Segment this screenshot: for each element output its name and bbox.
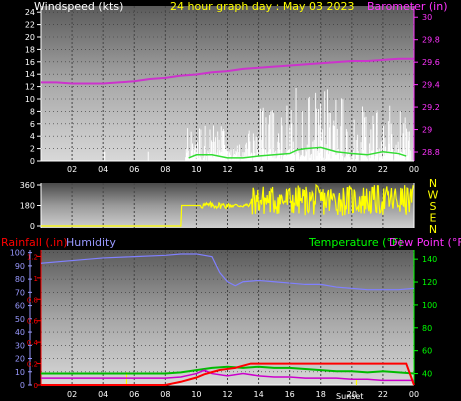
- wind-x-tick-label: 12: [222, 165, 232, 174]
- compass-letter: W: [428, 189, 439, 202]
- wind-y-tick-label: 6: [30, 120, 35, 129]
- wind_avg-line: [188, 146, 407, 159]
- compass-letter: E: [430, 212, 437, 225]
- baro-y-tick-label: 28.8: [422, 148, 440, 157]
- rain-y-tick-label: 0.6: [27, 318, 39, 326]
- humidity-y-tick-label: 40: [15, 328, 25, 337]
- temp-x-tick-label: 14: [253, 390, 263, 399]
- baro-y-tick-label: 29.8: [422, 36, 440, 45]
- wind-y-tick-label: 2: [30, 145, 35, 154]
- rain-y-tick-label: 0.2: [27, 361, 38, 369]
- rain-y-tick-label: 0.4: [27, 339, 39, 347]
- humidity-y-tick-label: 0: [20, 381, 25, 390]
- wind-x-tick-label: 08: [160, 165, 170, 174]
- rainfall-axis-title: Rainfall (.in): [1, 236, 68, 249]
- temp-y-tick-label: 40: [422, 370, 432, 379]
- temperature-line: [41, 365, 415, 375]
- dewpoint-line: [41, 369, 414, 382]
- wind-x-tick-label: 06: [129, 165, 139, 174]
- humidity-y-tick-label: 80: [15, 275, 25, 284]
- temp-x-tick-label: 00: [409, 390, 419, 399]
- temp-x-tick-label: 08: [160, 390, 170, 399]
- chart-title: 24 hour graph day : May 03 2023: [170, 0, 355, 13]
- temp-x-tick-label: 22: [378, 390, 388, 399]
- humidity-y-tick-label: 10: [15, 368, 25, 377]
- rain-y-tick-label: 0: [34, 382, 38, 390]
- temp-x-tick-label: 06: [129, 390, 139, 399]
- temp-y-tick-label: 120: [422, 278, 437, 287]
- dir-y-tick-label: 180: [20, 202, 35, 211]
- humidity-axis-title: Humidity: [66, 236, 116, 249]
- wind-x-tick-label: 14: [253, 165, 263, 174]
- dir-y-tick-label: 0: [30, 222, 35, 231]
- temp-x-tick-label: 16: [285, 390, 295, 399]
- wind-y-tick-label: 0: [30, 157, 35, 166]
- wind-y-tick-label: 8: [30, 107, 35, 116]
- humidity-y-tick-label: 20: [15, 355, 25, 364]
- wind-x-tick-label: 16: [285, 165, 295, 174]
- wind-y-tick-label: 24: [25, 8, 35, 17]
- baro-y-tick-label: 29: [422, 126, 432, 135]
- temp-x-tick-label: 20: [347, 390, 357, 399]
- rain-y-tick-label: 1: [34, 275, 38, 283]
- temp-x-tick-label: 04: [98, 390, 108, 399]
- humidity-y-tick-label: 50: [15, 315, 25, 324]
- humidity-y-tick-label: 70: [15, 288, 25, 297]
- humidity-line: [40, 253, 415, 291]
- direction-line: [41, 183, 414, 227]
- baro-y-tick-label: 29.6: [422, 58, 440, 67]
- wind-y-tick-label: 18: [25, 45, 35, 54]
- rain-line: [41, 362, 415, 386]
- humidity-y-tick-label: 90: [15, 262, 25, 271]
- compass-letter: N: [429, 223, 437, 236]
- baro-y-tick-label: 30: [422, 13, 432, 22]
- dir-y-tick-label: 360: [20, 181, 35, 190]
- wind-x-tick-label: 10: [191, 165, 201, 174]
- temp-y-tick-label: 60: [422, 347, 432, 356]
- wind-y-tick-label: 10: [25, 95, 35, 104]
- wind-y-tick-label: 22: [25, 21, 35, 30]
- temp-x-tick-label: 10: [191, 390, 201, 399]
- barometer-axis-title: Barometer (in): [367, 0, 448, 13]
- barometer-line: [41, 57, 414, 85]
- temp-y-tick-label: 100: [422, 301, 437, 310]
- temp-y-tick-label: 80: [422, 324, 432, 333]
- wind-y-tick-label: 20: [25, 33, 35, 42]
- temp-x-tick-label: 18: [316, 390, 326, 399]
- compass-letter: N: [429, 177, 437, 190]
- wind-y-tick-label: 12: [25, 83, 35, 92]
- sunset-label: Sunset: [336, 392, 363, 401]
- wind-y-tick-label: 4: [30, 132, 35, 141]
- rain-y-tick-label: 0.8: [27, 296, 38, 304]
- humidity-y-tick-label: 100: [10, 249, 25, 258]
- dewpoint-axis-title: Dew Point (°F): [389, 236, 461, 249]
- wind-x-tick-label: 18: [316, 165, 326, 174]
- temperature-axis-title: Temperature (°F): [308, 236, 403, 249]
- wind-x-tick-label: 00: [409, 165, 419, 174]
- humidity-y-tick-label: 60: [15, 302, 25, 311]
- wind-axis-title: Windspeed (kts): [34, 0, 123, 13]
- wind-x-tick-label: 20: [347, 165, 357, 174]
- baro-y-tick-label: 29.2: [422, 103, 440, 112]
- wind-x-tick-label: 22: [378, 165, 388, 174]
- temp-y-tick-label: 140: [422, 255, 437, 264]
- temp-x-tick-label: 02: [67, 390, 77, 399]
- baro-y-tick-label: 29.4: [422, 81, 440, 90]
- wind-x-tick-label: 02: [67, 165, 77, 174]
- temp-x-tick-label: 12: [222, 390, 232, 399]
- rain-y-tick-label: 1.2: [27, 253, 38, 261]
- wind-y-tick-label: 16: [25, 58, 35, 67]
- wind-x-tick-label: 04: [98, 165, 108, 174]
- compass-letter: S: [430, 200, 437, 213]
- humidity-y-tick-label: 30: [15, 341, 25, 350]
- wind-y-tick-label: 14: [25, 70, 35, 79]
